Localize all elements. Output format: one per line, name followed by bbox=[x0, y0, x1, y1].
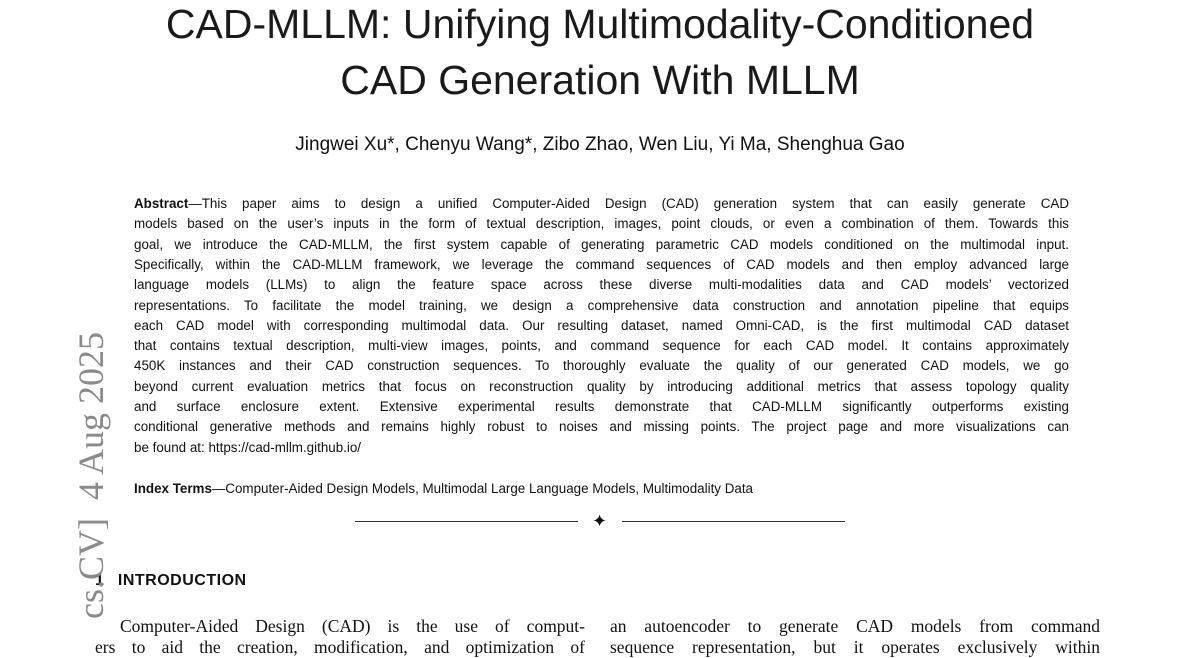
abstract-line: models based on the user’s inputs in the… bbox=[134, 216, 1069, 232]
abstract-line-wrap: each CAD model with corresponding multim… bbox=[134, 316, 1069, 336]
abstract-line-wrap: Specifically, within the CAD-MLLM framew… bbox=[134, 255, 1069, 275]
abstract-line-wrap: models based on the user’s inputs in the… bbox=[134, 214, 1069, 234]
authors: Jingwei Xu*, Chenyu Wang*, Zibo Zhao, We… bbox=[295, 134, 905, 155]
stamp-category: cs.CV] bbox=[71, 518, 111, 620]
title-line: CAD-MLLM: Unifying Multimodality-Conditi… bbox=[165, 1, 1035, 47]
abstract-line-wrap: conditional generative methods and remai… bbox=[134, 417, 1069, 437]
body-line: Computer-Aided Design (CAD) is the use o… bbox=[120, 616, 585, 636]
arxiv-stamp: cs.CV] 4 Aug 2025 bbox=[70, 332, 112, 619]
divider bbox=[622, 521, 845, 522]
abstract-line: 450K instances and their CAD constructio… bbox=[134, 358, 1069, 374]
abstract-line-wrap: and surface enclosure extent. Extensive … bbox=[134, 397, 1069, 417]
section-heading: 1 INTRODUCTION bbox=[95, 572, 247, 590]
abstract-line: and surface enclosure extent. Extensive … bbox=[134, 399, 1069, 414]
stamp-date: 4 Aug 2025 bbox=[71, 332, 111, 501]
abstract-line: that contains textual description, multi… bbox=[134, 338, 1069, 354]
abstract-line-wrap: language models (LLMs) to align the feat… bbox=[134, 275, 1069, 295]
abstract-line-wrap: that contains textual description, multi… bbox=[134, 336, 1069, 356]
body-line: an autoencoder to generate CAD models fr… bbox=[610, 616, 1100, 636]
abstract-line: representations. To facilitate the model… bbox=[134, 297, 1069, 313]
index-terms-text: —Computer-Aided Design Models, Multimoda… bbox=[211, 481, 754, 496]
title-line: CAD Generation With MLLM bbox=[340, 57, 860, 103]
abstract-line-wrap: 450K instances and their CAD constructio… bbox=[134, 356, 1069, 376]
abstract-line: —This paper aims to design a unified Com… bbox=[188, 196, 1069, 211]
abstract-line-wrap: goal, we introduce the CAD-MLLM, the fir… bbox=[134, 235, 1069, 255]
abstract-line-wrap: representations. To facilitate the model… bbox=[134, 296, 1069, 316]
divider-diamond: ✦ bbox=[592, 511, 608, 531]
abstract-line: each CAD model with corresponding multim… bbox=[134, 317, 1069, 333]
abstract-line-wrap: beyond current evaluation metrics that f… bbox=[134, 377, 1069, 397]
section-number: 1 bbox=[95, 572, 104, 589]
abstract-line-wrap: be found at: https://cad-mllm.github.io/ bbox=[134, 438, 1069, 458]
abstract-line: Specifically, within the CAD-MLLM framew… bbox=[134, 256, 1069, 272]
abstract-line: be found at: https://cad-mllm.github.io/ bbox=[134, 439, 362, 455]
index-terms: Index Terms—Computer-Aided Design Models… bbox=[134, 481, 753, 496]
abstract-label: Abstract bbox=[134, 196, 189, 211]
abstract-line-wrap: Abstract—This paper aims to design a uni… bbox=[134, 194, 1069, 214]
abstract-line: conditional generative methods and remai… bbox=[134, 419, 1069, 435]
divider bbox=[355, 521, 578, 522]
abstract-line: goal, we introduce the CAD-MLLM, the fir… bbox=[134, 236, 1069, 252]
index-terms-label: Index Terms bbox=[134, 481, 212, 496]
abstract-line: beyond current evaluation metrics that f… bbox=[134, 378, 1069, 394]
section-title: INTRODUCTION bbox=[117, 572, 247, 589]
abstract-line: language models (LLMs) to align the feat… bbox=[134, 277, 1069, 293]
